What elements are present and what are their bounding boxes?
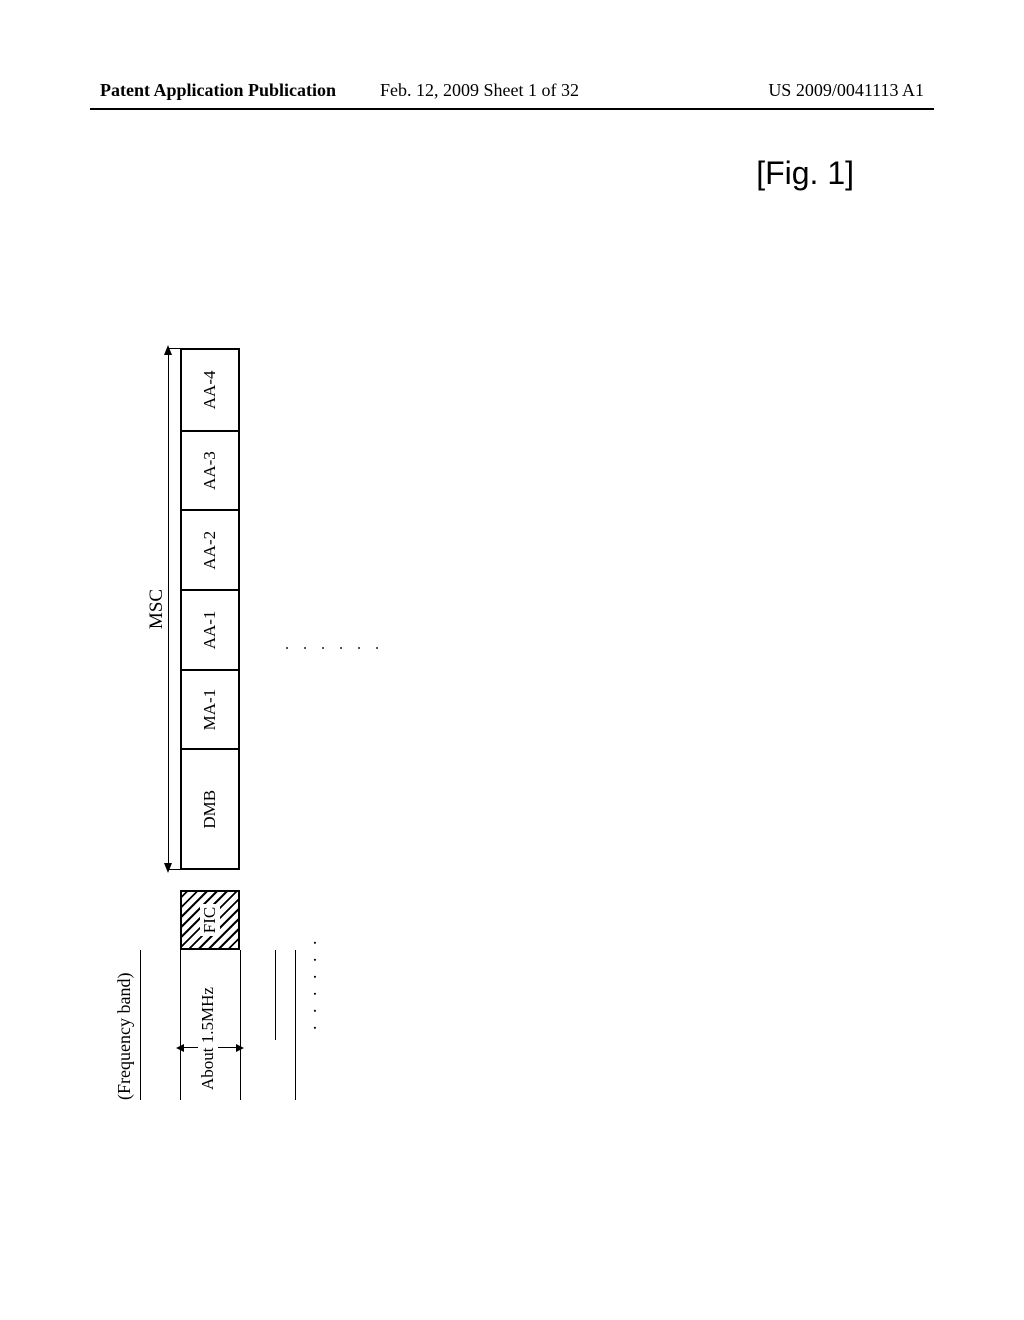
freq-line: [240, 950, 241, 1100]
msc-label: MSC: [146, 585, 168, 633]
freq-arrow-up: [176, 1044, 184, 1052]
msc-cell-aa4: AA-4: [182, 350, 238, 430]
diagram-fig1: (Frequency band) About 1.5MHz . . . . . …: [120, 650, 860, 950]
msc-cell-aa2: AA-2: [182, 509, 238, 589]
freq-bandwidth-label: About 1.5MHz: [198, 987, 218, 1090]
header-right: US 2009/0041113 A1: [768, 80, 924, 101]
header-left: Patent Application Publication: [100, 80, 336, 101]
msc-right-arrow-icon: [164, 345, 172, 355]
fic-label: FIC: [200, 904, 220, 936]
msc-block: DMB MA-1 AA-1 AA-2 AA-3 AA-4: [180, 348, 240, 870]
msc-cell-dmb: DMB: [182, 748, 238, 868]
header-mid: Feb. 12, 2009 Sheet 1 of 32: [380, 80, 579, 101]
msc-bracket-line: [168, 348, 169, 870]
msc-ellipsis: . . . . . .: [275, 643, 383, 650]
freq-line: [295, 950, 296, 1100]
freq-line: [275, 950, 276, 1040]
msc-cell-aa3: AA-3: [182, 430, 238, 510]
fic-block: FIC: [180, 890, 240, 950]
msc-cell-aa1: AA-1: [182, 589, 238, 669]
freq-band-title: (Frequency band): [114, 973, 135, 1100]
msc-left-arrow-icon: [164, 863, 172, 873]
freq-line: [140, 950, 141, 1100]
freq-line: [180, 950, 181, 1100]
msc-cell-ma1: MA-1: [182, 669, 238, 749]
msc-tick: [168, 869, 180, 870]
freq-ellipsis: . . . . . .: [300, 937, 321, 1031]
figure-label: [Fig. 1]: [756, 155, 854, 192]
msc-tick: [168, 348, 180, 349]
header-rule: [90, 108, 934, 110]
freq-arrow-down: [236, 1044, 244, 1052]
